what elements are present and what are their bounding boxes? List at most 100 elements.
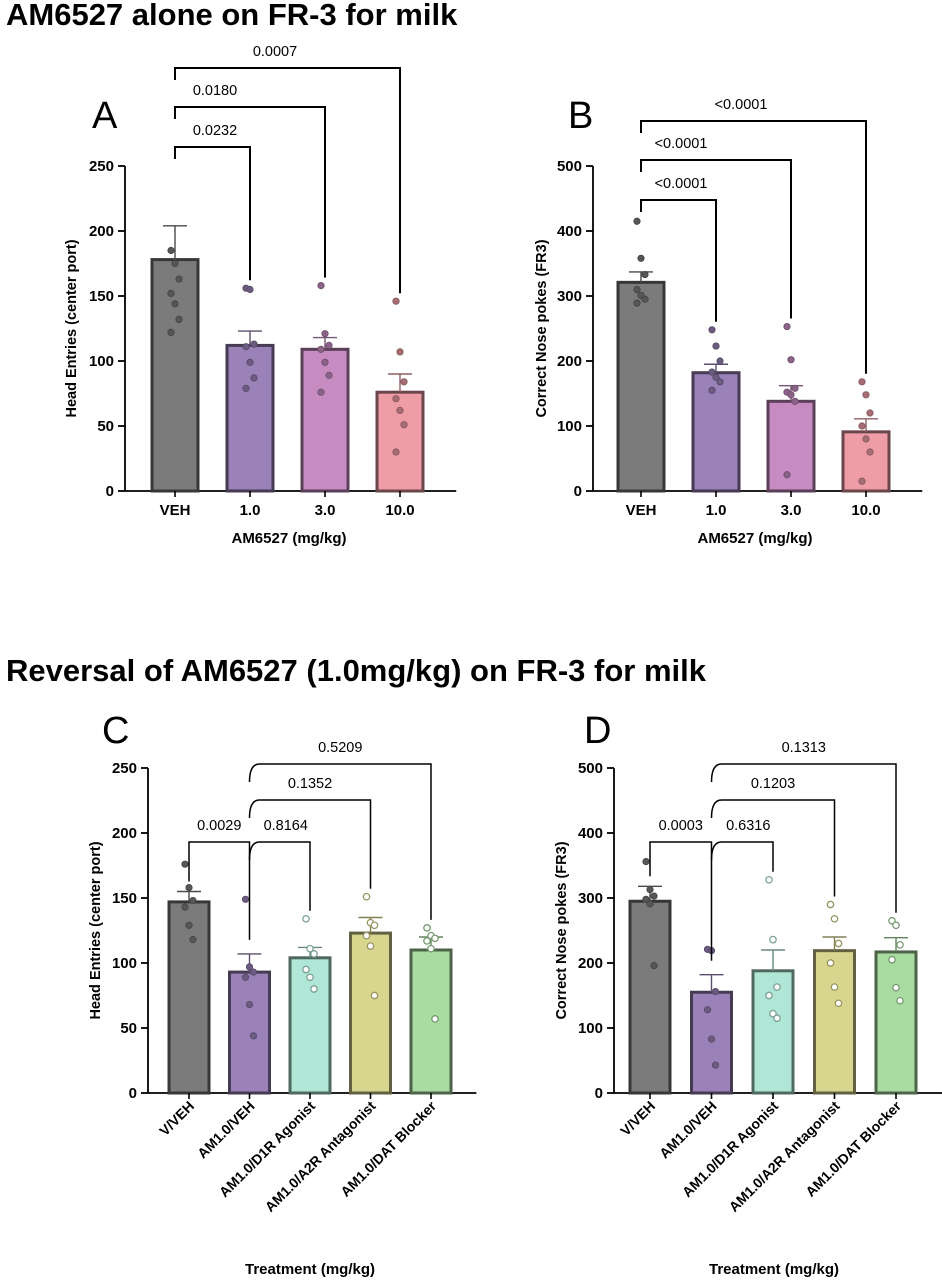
data-point — [167, 289, 175, 297]
data-point — [642, 895, 650, 903]
bar — [751, 969, 795, 1095]
x-tick-label: V/VEH — [617, 1098, 658, 1139]
y-tick-label: 500 — [557, 158, 582, 175]
x-axis-label: Treatment (mg/kg) — [245, 1261, 375, 1278]
data-point — [791, 384, 799, 392]
data-point — [791, 397, 799, 405]
data-point — [646, 885, 654, 894]
data-point — [306, 944, 314, 953]
data-point — [321, 358, 329, 366]
data-point — [633, 299, 641, 307]
p-value-label: 0.8164 — [264, 818, 308, 834]
data-point — [185, 921, 193, 929]
p-value-label: <0.0001 — [655, 176, 708, 192]
data-point — [637, 254, 645, 262]
y-tick-label: 300 — [578, 890, 603, 907]
bar — [349, 931, 392, 1095]
data-point — [181, 860, 189, 868]
x-tick-label: AM1.0/A2R Antagonist — [262, 1098, 379, 1215]
data-point — [650, 892, 658, 900]
x-tick-label: AM1.0/VEH — [194, 1098, 258, 1162]
significance-bracket — [640, 120, 867, 374]
data-point — [392, 297, 400, 305]
significance-bracket — [640, 199, 717, 322]
significance-bracket — [710, 763, 897, 913]
data-point — [650, 961, 658, 970]
data-point — [302, 914, 310, 923]
data-point — [896, 940, 904, 949]
data-point — [707, 1035, 716, 1043]
data-point — [317, 345, 325, 353]
data-point — [249, 968, 258, 976]
data-point — [396, 348, 404, 356]
y-tick-label: 0 — [106, 483, 114, 500]
x-tick-label: 1.0 — [706, 502, 727, 519]
p-value-label: 0.1313 — [782, 740, 826, 756]
p-value-label: 0.0029 — [197, 818, 241, 834]
data-point — [246, 358, 254, 366]
x-tick-label: VEH — [160, 502, 191, 519]
bar — [228, 970, 271, 1095]
data-point — [708, 386, 716, 394]
data-point — [400, 421, 408, 429]
bar — [300, 347, 350, 493]
y-axis-label: Head Entries (center port) — [88, 841, 104, 1019]
data-point — [866, 409, 874, 417]
data-point — [175, 315, 183, 323]
p-value-label: 0.5209 — [318, 740, 362, 756]
y-axis-label: Correct Nose pokes (FR3) — [534, 239, 550, 417]
data-point — [862, 391, 870, 399]
data-point — [773, 1014, 781, 1023]
y-tick-label: 100 — [112, 955, 137, 972]
y-tick-label: 200 — [89, 223, 114, 240]
data-point — [241, 895, 250, 903]
data-point — [783, 322, 791, 331]
data-point — [392, 448, 400, 456]
data-point — [321, 330, 329, 338]
bar — [874, 950, 918, 1095]
x-tick-label: 3.0 — [315, 502, 336, 519]
data-point — [834, 999, 843, 1008]
data-point — [245, 1000, 254, 1009]
p-value-label: 0.0003 — [659, 818, 703, 834]
data-point — [400, 378, 408, 386]
p-value-label: 0.6316 — [726, 818, 770, 834]
data-point — [765, 875, 773, 884]
y-tick-label: 250 — [89, 158, 114, 175]
p-value-label: <0.0001 — [715, 97, 768, 113]
y-tick-label: 250 — [112, 760, 137, 777]
data-point — [866, 448, 874, 456]
chart-panel-b: B 0 100 200 300 400 500 Correct Nose pokes (FR3… — [534, 95, 923, 547]
y-tick-label: 50 — [97, 418, 114, 435]
panel-letter: B — [568, 95, 593, 137]
data-point — [366, 942, 375, 950]
data-point — [427, 944, 435, 953]
bar — [616, 280, 666, 493]
data-point — [641, 270, 649, 279]
data-point — [703, 1006, 712, 1014]
x-axis-label: AM6527 (mg/kg) — [231, 530, 346, 547]
data-point — [892, 921, 900, 930]
data-point — [708, 326, 716, 334]
data-point — [633, 217, 641, 225]
p-value-label: <0.0001 — [655, 136, 708, 152]
data-point — [716, 357, 724, 365]
data-point — [642, 857, 650, 866]
significance-bracket — [649, 841, 713, 961]
y-tick-label: 200 — [112, 825, 137, 842]
data-point — [302, 965, 310, 974]
data-point — [246, 285, 254, 294]
data-point — [862, 435, 870, 443]
data-point — [708, 368, 716, 376]
data-point — [310, 985, 318, 993]
p-value-label: 0.1203 — [751, 776, 795, 792]
chart-panel-c: C 0 50 100 150 200 250 Head Entries (center por… — [88, 710, 477, 1278]
data-point — [830, 983, 839, 991]
data-point — [858, 422, 866, 430]
data-point — [716, 378, 724, 386]
data-point — [171, 259, 179, 268]
y-tick-label: 400 — [557, 223, 582, 240]
significance-bracket — [710, 799, 836, 897]
bar — [150, 258, 200, 493]
data-point — [711, 1061, 720, 1069]
